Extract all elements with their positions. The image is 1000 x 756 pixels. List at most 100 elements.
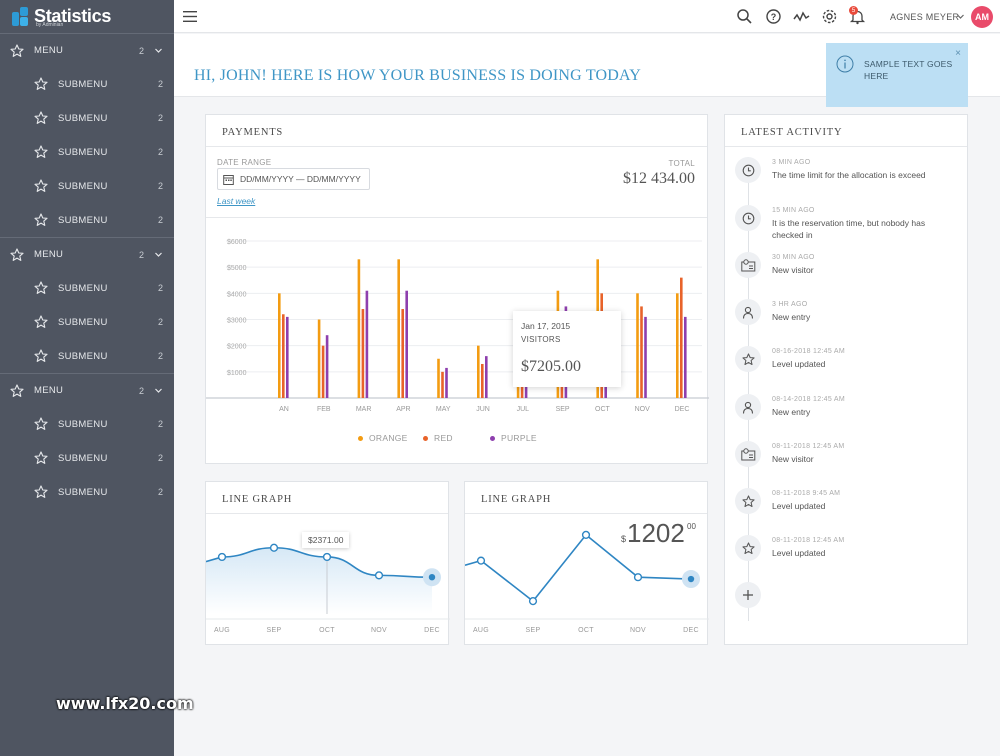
bar-purple[interactable] [325,335,329,398]
bar-purple[interactable] [684,316,687,398]
bar-purple[interactable] [445,367,448,398]
search-icon[interactable] [736,8,753,25]
submenu-label: SUBMENU [58,146,108,158]
sidebar-submenu-item[interactable]: SUBMENU 2 [0,407,174,441]
activity-time: 3 HR AGO [772,301,808,308]
sidebar-submenu-item[interactable]: SUBMENU 2 [0,203,174,237]
user-name[interactable]: AGNES MEYER [890,12,960,22]
sidebar-menu-3[interactable]: MENU 2 [0,373,174,407]
bar-purple[interactable] [485,356,488,398]
menu-label: MENU [34,249,64,260]
sidebar-submenu-item[interactable]: SUBMENU 2 [0,339,174,373]
star-icon [34,417,48,431]
star-icon [34,281,48,295]
bar-purple[interactable] [405,290,408,398]
activity-time: 3 MIN AGO [772,159,811,166]
y-tick-label: $2000 [227,344,247,351]
sidebar-menu-2[interactable]: MENU 2 [0,237,174,271]
sidebar-submenu-item[interactable]: SUBMENU 2 [0,271,174,305]
menu-icon[interactable] [183,11,197,22]
x-tick-label: AUG [473,627,489,634]
submenu-count: 2 [157,351,163,361]
data-point[interactable] [581,530,591,539]
submenu-count: 2 [157,419,163,429]
date-range-input[interactable]: DD/MM/YYYY — DD/MM/YYYY [217,168,370,190]
y-tick-label: $4000 [227,291,247,298]
data-point[interactable] [528,597,538,606]
x-tick-label: NOV [635,406,651,413]
bar-purple[interactable] [644,316,647,398]
bar-orange[interactable] [357,259,361,398]
tooltip-value: $7205.00 [521,358,581,375]
plus-icon[interactable] [735,582,761,608]
topbar: ? 5 AGNES MEYER AM [174,0,1000,33]
x-tick-label: NOV [371,627,387,634]
star-icon [735,346,761,372]
data-point[interactable] [217,552,227,562]
activity-text: New visitor [772,265,814,275]
data-point[interactable] [322,552,332,562]
sidebar-submenu-item[interactable]: SUBMENU 2 [0,135,174,169]
activity-icon[interactable] [793,8,810,25]
chevron-down-icon[interactable] [956,12,965,21]
data-point[interactable] [374,571,384,580]
sidebar-submenu-item[interactable]: SUBMENU 2 [0,67,174,101]
bell-icon[interactable] [849,8,866,25]
sidebar-submenu-item[interactable]: SUBMENU 2 [0,475,174,509]
x-tick-label: OCT [578,627,594,634]
x-tick-label: AN [279,406,289,413]
notification-text: SAMPLE TEXT GOES HERE [864,59,953,81]
bar-orange[interactable] [437,358,440,398]
bar-red[interactable] [282,314,285,398]
sidebar-submenu-item[interactable]: SUBMENU 2 [0,305,174,339]
bar-orange[interactable] [317,319,321,399]
bar-orange[interactable] [676,293,679,398]
data-point[interactable] [269,543,279,552]
bar-red[interactable] [321,345,325,398]
chevron-down-icon[interactable] [154,250,163,259]
clock-icon [735,205,761,231]
chevron-down-icon[interactable] [154,386,163,395]
data-point[interactable] [428,574,436,581]
data-point[interactable] [687,575,695,583]
bar-orange[interactable] [278,293,281,398]
help-icon[interactable]: ? [765,8,782,25]
star-icon [34,349,48,363]
bar-red[interactable] [361,309,365,398]
sidebar-submenu-item[interactable]: SUBMENU 2 [0,169,174,203]
sidebar-submenu-item[interactable]: SUBMENU 2 [0,101,174,135]
bar-purple[interactable] [365,290,369,398]
activity-time: 08-11-2018 9:45 AM [772,490,841,497]
data-point[interactable] [633,573,643,582]
sidebar-menu-1[interactable]: MENU 2 [0,33,174,67]
card-divider [465,513,707,514]
avatar[interactable]: AM [971,6,993,28]
app-logo[interactable]: Statistics by Adminian [0,0,174,33]
bar-red[interactable] [680,277,683,398]
chevron-down-icon[interactable] [154,46,163,55]
x-tick-label: JUN [476,406,490,413]
legend-label: ORANGE [369,433,408,443]
star-icon [10,43,24,58]
bar-purple[interactable] [286,316,289,398]
bar-orange[interactable] [477,345,480,398]
card-title: LINE GRAPH [481,494,552,505]
star-icon [34,315,48,329]
close-icon[interactable]: × [955,48,961,59]
submenu-label: SUBMENU [58,180,108,192]
star-icon [34,451,48,465]
settings-icon[interactable] [821,8,838,25]
big-value-currency: $ [621,534,627,544]
bar-orange[interactable] [397,259,400,398]
bar-orange[interactable] [636,293,639,398]
line-graph-card-1: LINE GRAPH AUG SEP OCT NOV DEC $2371.00 [205,481,450,645]
bar-red[interactable] [441,371,444,398]
data-point[interactable] [476,556,486,565]
bar-red[interactable] [481,363,484,398]
activity-time: 15 MIN AGO [772,207,815,214]
logo-mark-icon [12,6,30,27]
last-week-link[interactable]: Last week [217,196,256,206]
bar-red[interactable] [401,309,404,398]
sidebar-submenu-item[interactable]: SUBMENU 2 [0,441,174,475]
bar-red[interactable] [640,306,643,398]
